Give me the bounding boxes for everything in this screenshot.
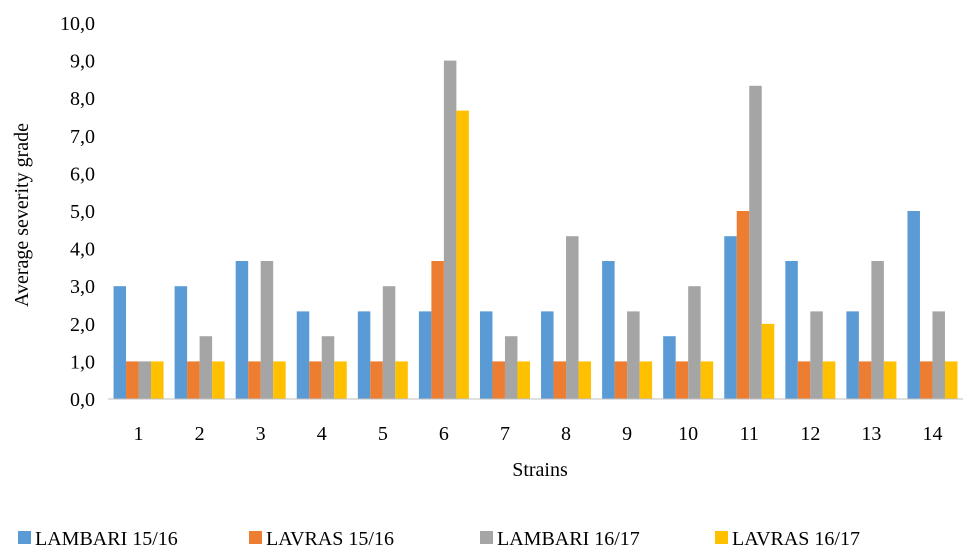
x-tick-label: 5 bbox=[378, 423, 388, 445]
bar bbox=[370, 361, 383, 399]
bar bbox=[260, 261, 274, 399]
bar bbox=[113, 286, 127, 399]
bars-group bbox=[113, 60, 958, 400]
legend-label: LAVRAS 16/17 bbox=[732, 528, 860, 549]
bar bbox=[810, 311, 823, 399]
bar bbox=[334, 361, 347, 399]
bar bbox=[724, 236, 737, 399]
bar bbox=[309, 361, 322, 399]
bar bbox=[919, 361, 933, 399]
bar bbox=[932, 311, 945, 399]
bar bbox=[395, 361, 408, 399]
legend-label: LAMBARI 15/16 bbox=[35, 528, 178, 549]
bar bbox=[822, 361, 836, 399]
legend-swatch bbox=[249, 531, 262, 544]
bar bbox=[187, 361, 200, 399]
x-tick-label: 3 bbox=[256, 423, 266, 445]
bar bbox=[138, 361, 152, 399]
bar bbox=[566, 236, 579, 399]
bar bbox=[382, 286, 396, 399]
bar bbox=[235, 261, 249, 399]
bar bbox=[797, 361, 811, 399]
bar bbox=[174, 286, 188, 399]
bar bbox=[639, 361, 653, 399]
bar bbox=[248, 361, 261, 399]
bar bbox=[627, 311, 640, 399]
bar bbox=[688, 286, 701, 399]
bar bbox=[504, 336, 518, 399]
bar bbox=[296, 311, 310, 399]
bar bbox=[663, 336, 676, 399]
legend-swatch bbox=[715, 531, 728, 544]
bar bbox=[418, 311, 432, 399]
x-tick-label: 13 bbox=[861, 423, 881, 445]
bar bbox=[614, 361, 628, 399]
legend: LAMBARI 15/16 LAVRAS 15/16 LAMBARI 16/17 LA… bbox=[18, 528, 860, 549]
bar bbox=[357, 311, 371, 399]
bar bbox=[736, 211, 750, 399]
legend-swatch bbox=[18, 531, 31, 544]
bar bbox=[871, 261, 884, 399]
bar bbox=[443, 60, 457, 399]
y-tick-label: 6,0 bbox=[70, 163, 95, 185]
x-tick-label: 11 bbox=[740, 423, 759, 445]
bar bbox=[321, 336, 335, 399]
y-tick-label: 9,0 bbox=[70, 51, 95, 73]
x-tick-label: 8 bbox=[561, 423, 571, 445]
bar bbox=[858, 361, 872, 399]
bar bbox=[846, 311, 859, 399]
bar bbox=[907, 211, 920, 399]
bar bbox=[749, 85, 762, 399]
bar bbox=[517, 361, 530, 399]
x-tick-label: 7 bbox=[500, 423, 510, 445]
x-tick-label: 6 bbox=[439, 423, 449, 445]
x-tick-labels: 1 2 3 4 5 6 7 8 9 10 11 12 13 14 bbox=[134, 423, 943, 445]
bar bbox=[199, 336, 213, 399]
x-tick-label: 9 bbox=[622, 423, 632, 445]
bar bbox=[431, 261, 444, 399]
bar bbox=[273, 361, 286, 399]
legend-label: LAVRAS 15/16 bbox=[266, 528, 394, 549]
bar bbox=[479, 311, 493, 399]
y-axis-title: Average severity grade bbox=[11, 123, 33, 307]
x-tick-label: 1 bbox=[134, 423, 144, 445]
bar bbox=[456, 110, 469, 400]
bar bbox=[492, 361, 505, 399]
y-tick-label: 3,0 bbox=[70, 276, 95, 298]
bar bbox=[700, 361, 714, 399]
y-tick-label: 1,0 bbox=[70, 351, 95, 373]
y-tick-label: 5,0 bbox=[70, 201, 95, 223]
x-tick-label: 14 bbox=[922, 423, 942, 445]
bar bbox=[675, 361, 689, 399]
y-tick-label: 10,0 bbox=[60, 13, 95, 35]
y-tick-label: 0,0 bbox=[70, 389, 95, 411]
y-tick-label: 4,0 bbox=[70, 239, 95, 261]
bar bbox=[212, 361, 225, 399]
x-tick-label: 4 bbox=[317, 423, 327, 445]
y-tick-label: 2,0 bbox=[70, 314, 95, 336]
y-tick-label: 7,0 bbox=[70, 126, 95, 148]
bar bbox=[578, 361, 592, 399]
bar bbox=[151, 361, 164, 399]
bar bbox=[785, 261, 798, 399]
y-tick-label: 8,0 bbox=[70, 88, 95, 110]
legend-label: LAMBARI 16/17 bbox=[497, 528, 640, 549]
bar bbox=[883, 361, 897, 399]
x-axis-title: Strains bbox=[512, 459, 568, 481]
legend-swatch bbox=[480, 531, 493, 544]
x-tick-label: 12 bbox=[800, 423, 820, 445]
bar bbox=[602, 261, 615, 399]
bar bbox=[944, 361, 958, 399]
y-tick-labels: 0,0 1,0 2,0 3,0 4,0 5,0 6,0 7,0 8,0 9,0 10,0 bbox=[60, 13, 95, 411]
x-tick-label: 10 bbox=[678, 423, 698, 445]
bar bbox=[541, 311, 554, 399]
bar bbox=[126, 361, 139, 399]
x-tick-label: 2 bbox=[195, 423, 205, 445]
bar bbox=[553, 361, 567, 399]
bar bbox=[761, 323, 775, 399]
